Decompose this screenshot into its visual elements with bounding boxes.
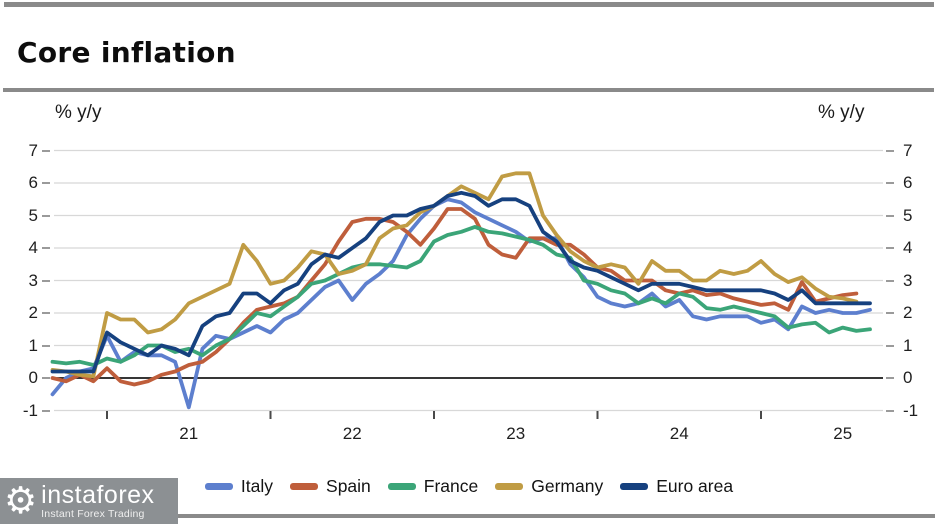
x-axis-year-label: 23 bbox=[506, 424, 526, 443]
left-ytick-dash bbox=[42, 149, 50, 152]
legend-item-germany: Germany bbox=[495, 476, 603, 497]
series-line-italy bbox=[50, 197, 872, 410]
instaforex-watermark: ⚙ instaforex Instant Forex Trading bbox=[0, 478, 178, 524]
right-ytick-dash bbox=[886, 279, 894, 282]
legend-item-euro-area: Euro area bbox=[620, 476, 733, 497]
legend-label: France bbox=[423, 476, 479, 496]
y-axis-label-right: 4 bbox=[903, 238, 913, 257]
legend-label: Italy bbox=[240, 476, 274, 496]
legend-item-italy: Italy bbox=[204, 476, 274, 497]
y-axis-label-left: 4 bbox=[28, 238, 38, 257]
y-axis-label-left: 2 bbox=[28, 303, 38, 322]
title-divider bbox=[3, 88, 934, 92]
y-axis-label-right: 5 bbox=[903, 205, 913, 225]
series-line-spain bbox=[50, 207, 859, 387]
legend-swatch-icon bbox=[290, 483, 319, 490]
top-rule bbox=[4, 2, 934, 7]
y-axis-label-left: 6 bbox=[28, 173, 38, 192]
right-ytick-dash bbox=[886, 344, 894, 347]
right-ytick-dash bbox=[886, 377, 894, 379]
left-ytick-dash bbox=[42, 247, 50, 249]
legend-item-spain: Spain bbox=[290, 476, 371, 497]
series-line-germany bbox=[50, 171, 859, 379]
y-axis-label-left: 0 bbox=[28, 368, 38, 387]
left-ytick-dash bbox=[42, 409, 50, 412]
legend-item-france: France bbox=[387, 476, 479, 497]
right-ytick-dash bbox=[886, 409, 894, 412]
y-axis-label-right: 1 bbox=[903, 335, 913, 355]
y-axis-label-left: 7 bbox=[28, 140, 38, 160]
x-axis-year-label: 22 bbox=[342, 424, 362, 443]
left-ytick-dash bbox=[42, 182, 50, 184]
right-axis-unit: % y/y bbox=[818, 102, 865, 123]
legend-swatch-icon bbox=[387, 483, 416, 490]
right-ytick-dash bbox=[886, 312, 894, 314]
left-ytick-dash bbox=[42, 214, 50, 217]
instaforex-logo-text: instaforex Instant Forex Trading bbox=[41, 480, 155, 520]
x-axis-year-label: 25 bbox=[833, 424, 853, 443]
legend-swatch-icon bbox=[620, 483, 649, 490]
y-axis-label-right: 7 bbox=[903, 140, 913, 160]
y-axis-label-left: 3 bbox=[28, 270, 38, 290]
legend-swatch-icon bbox=[495, 483, 524, 490]
chart-legend: Italy Spain France Germany Euro area bbox=[0, 476, 938, 497]
y-axis-label-left: -1 bbox=[22, 400, 38, 420]
page-title: Core inflation bbox=[17, 36, 236, 69]
y-axis-label-right: 3 bbox=[903, 270, 913, 290]
right-ytick-dash bbox=[886, 149, 894, 152]
legend-label: Spain bbox=[326, 476, 371, 496]
left-ytick-dash bbox=[42, 344, 50, 347]
legend-label: Euro area bbox=[656, 476, 734, 496]
left-ytick-dash bbox=[42, 312, 50, 314]
y-axis-label-left: 1 bbox=[28, 335, 38, 355]
left-axis-unit: % y/y bbox=[55, 102, 102, 123]
right-ytick-dash bbox=[886, 214, 894, 217]
left-ytick-dash bbox=[42, 279, 50, 282]
y-axis-label-right: 0 bbox=[903, 368, 913, 387]
instaforex-gear-icon: ⚙ bbox=[4, 480, 38, 521]
legend-swatch-icon bbox=[204, 483, 233, 490]
instaforex-logo-name: instaforex bbox=[41, 480, 155, 509]
y-axis-label-left: 5 bbox=[28, 205, 38, 225]
right-ytick-dash bbox=[886, 182, 894, 184]
bottom-rule bbox=[178, 514, 935, 518]
y-axis-label-right: 6 bbox=[903, 173, 913, 192]
instaforex-logo-tagline: Instant Forex Trading bbox=[41, 507, 145, 520]
left-ytick-dash bbox=[42, 377, 50, 379]
legend-label: Germany bbox=[531, 476, 604, 496]
y-axis-label-right: 2 bbox=[903, 303, 913, 322]
y-axis-label-right: -1 bbox=[903, 400, 919, 420]
right-ytick-dash bbox=[886, 247, 894, 249]
x-axis-year-label: 21 bbox=[179, 424, 199, 443]
series-line-france bbox=[50, 224, 872, 367]
series-line-euro-area bbox=[50, 190, 872, 374]
x-axis-year-label: 24 bbox=[669, 424, 689, 443]
